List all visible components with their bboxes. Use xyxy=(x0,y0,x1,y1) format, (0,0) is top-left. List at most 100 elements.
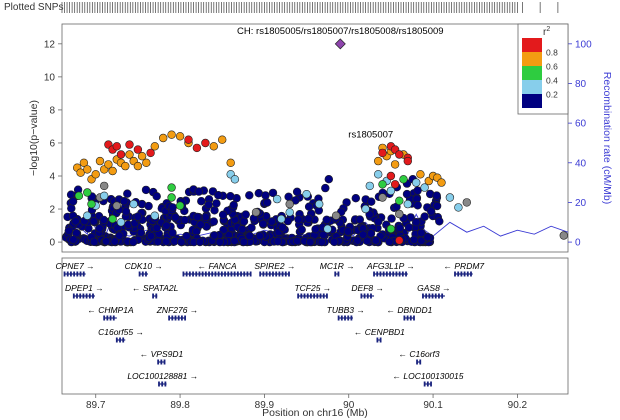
snp-point xyxy=(255,231,264,241)
snp-point xyxy=(395,223,404,233)
gene-exon xyxy=(115,337,118,343)
gene-exon xyxy=(92,293,94,299)
snp-point xyxy=(108,166,117,176)
snp-point xyxy=(321,183,330,193)
snp-point xyxy=(285,199,294,209)
gene-exon xyxy=(322,293,325,299)
snp-point xyxy=(201,138,210,148)
snp-point xyxy=(91,170,100,179)
gene-exon xyxy=(103,315,106,321)
snp-point xyxy=(362,236,372,246)
snp-point xyxy=(306,237,315,247)
gene-exon xyxy=(214,271,217,277)
snp-point xyxy=(182,231,191,241)
gene-exon xyxy=(389,271,391,277)
gene-exon xyxy=(366,293,369,299)
gene-exon xyxy=(319,293,322,299)
legend-break-label: 0.4 xyxy=(546,76,558,86)
gene-exon xyxy=(401,271,404,277)
gene-exon xyxy=(82,271,85,277)
gene-exon xyxy=(109,315,112,321)
gene-exon xyxy=(72,293,75,299)
snp-point xyxy=(385,237,394,247)
snp-point xyxy=(454,203,463,212)
gene-exon xyxy=(376,337,379,343)
gene-label-mc1r: MC1R → xyxy=(320,261,355,271)
snp-point xyxy=(395,236,404,245)
gene-exon xyxy=(70,271,72,277)
gene-exon xyxy=(246,271,249,277)
gene-exon xyxy=(217,271,220,277)
gene-exon xyxy=(161,381,164,387)
snp-point xyxy=(351,194,360,203)
snp-point xyxy=(395,150,404,159)
gene-label-afg3l1p: AFG3L1P → xyxy=(366,261,415,271)
gene-exon xyxy=(182,271,185,277)
y-axis-title: −log10(p−value) xyxy=(28,100,40,176)
snp-point xyxy=(171,213,180,222)
gene-exon xyxy=(431,293,434,299)
y-tick-label: 4 xyxy=(49,172,55,183)
gene-exon xyxy=(184,315,187,321)
gene-exon xyxy=(434,293,437,299)
gene-exon xyxy=(76,271,79,277)
gene-exon xyxy=(160,359,163,365)
gene-exon xyxy=(88,293,91,299)
snp-point xyxy=(353,236,362,245)
gene-exon xyxy=(249,271,252,277)
gene-exon xyxy=(240,271,242,277)
gene-exon xyxy=(403,315,406,321)
snp-point xyxy=(367,197,376,206)
legend-swatch xyxy=(522,94,542,108)
gene-exon xyxy=(272,271,274,277)
snp-point xyxy=(129,199,138,209)
snp-point xyxy=(278,223,287,232)
gene-exon xyxy=(422,293,424,299)
snp-point xyxy=(209,142,219,151)
y-tick-label: 12 xyxy=(44,39,56,50)
x-tick-label: 89.7 xyxy=(86,400,106,411)
gene-exon xyxy=(363,293,366,299)
gene-label-spata2l: ← SPATA2L xyxy=(132,283,179,293)
gene-exon xyxy=(344,315,346,321)
y-tick-label: 0 xyxy=(49,238,55,249)
snp-point xyxy=(245,231,254,241)
gene-track-frame xyxy=(61,257,569,395)
y-tick-label: 6 xyxy=(49,138,55,149)
gene-exon xyxy=(79,271,82,277)
gene-exon xyxy=(425,293,428,299)
snp-point xyxy=(99,191,109,201)
snp-point xyxy=(79,158,89,168)
gene-exon xyxy=(168,315,171,321)
snp-point xyxy=(89,217,99,226)
snp-point xyxy=(167,130,176,139)
snp-point xyxy=(395,209,404,219)
gene-exon xyxy=(373,271,375,277)
gene-exon xyxy=(141,271,144,277)
gene-exon xyxy=(406,315,409,321)
snp-point xyxy=(402,189,412,199)
gene-exon xyxy=(236,271,239,277)
snp-point xyxy=(110,237,119,246)
snp-point xyxy=(359,230,368,239)
legend-break-label: 0.6 xyxy=(546,62,558,72)
snp-point xyxy=(413,201,422,210)
gene-label-gas8: GAS8 → xyxy=(417,283,451,293)
legend-swatch xyxy=(522,66,542,80)
x-tick-label: 90 xyxy=(343,400,355,411)
gene-exon xyxy=(428,293,431,299)
gene-exon xyxy=(177,315,180,321)
gene-exon xyxy=(278,271,281,277)
gene-exon xyxy=(463,271,466,277)
snp-point xyxy=(445,193,455,202)
snp-point xyxy=(152,223,162,233)
lead-snp-label: CH: rs1805005/rs1805007/rs1805008/rs1805… xyxy=(237,26,444,37)
snp-point xyxy=(386,186,396,196)
snp-point xyxy=(83,211,92,220)
gene-exon xyxy=(441,293,444,299)
snp-point xyxy=(215,237,225,247)
snp-point xyxy=(192,227,201,236)
snp-point xyxy=(294,215,303,224)
gene-exon xyxy=(376,271,379,277)
legend-swatch xyxy=(522,52,542,66)
